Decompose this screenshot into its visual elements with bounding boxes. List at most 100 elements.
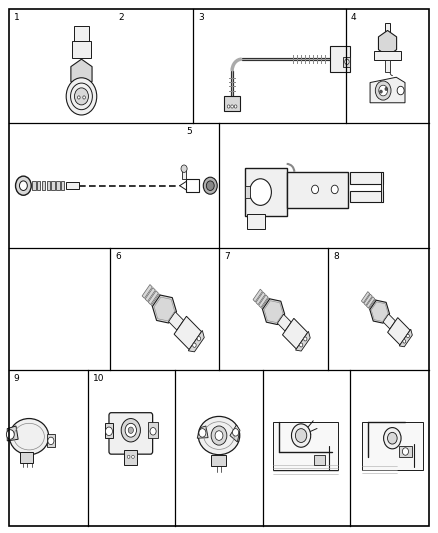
Polygon shape	[151, 294, 162, 308]
Circle shape	[379, 85, 388, 96]
Polygon shape	[261, 298, 271, 311]
Bar	[362, 422, 423, 470]
Polygon shape	[148, 291, 159, 304]
Polygon shape	[374, 304, 382, 316]
Bar	[224, 96, 240, 111]
Circle shape	[78, 96, 80, 99]
Circle shape	[132, 455, 134, 458]
Bar	[37, 181, 40, 190]
Bar	[77, 79, 86, 94]
Polygon shape	[370, 77, 405, 103]
Circle shape	[385, 87, 388, 91]
Text: 10: 10	[93, 374, 105, 383]
Circle shape	[66, 78, 97, 115]
Bar	[245, 168, 287, 216]
Text: 7: 7	[224, 252, 230, 261]
Bar	[51, 181, 55, 190]
Bar	[374, 51, 401, 60]
Circle shape	[304, 337, 307, 341]
Bar	[247, 214, 265, 229]
Circle shape	[231, 105, 233, 108]
Bar	[72, 41, 91, 58]
Polygon shape	[157, 300, 168, 314]
Circle shape	[403, 448, 409, 455]
Circle shape	[227, 105, 230, 108]
Bar	[148, 422, 158, 438]
Circle shape	[127, 455, 130, 458]
Circle shape	[345, 59, 349, 64]
Circle shape	[215, 431, 223, 440]
Bar	[46, 434, 55, 447]
Bar	[385, 23, 390, 34]
Bar	[399, 446, 412, 457]
Circle shape	[206, 181, 214, 190]
Circle shape	[106, 427, 113, 435]
Circle shape	[74, 88, 88, 105]
Bar	[314, 455, 325, 465]
Circle shape	[19, 181, 27, 190]
Polygon shape	[364, 294, 372, 305]
Text: 3: 3	[198, 13, 204, 22]
Bar	[46, 181, 50, 190]
Polygon shape	[388, 318, 410, 345]
Polygon shape	[253, 289, 262, 302]
Circle shape	[15, 176, 31, 195]
Circle shape	[125, 423, 137, 437]
Circle shape	[193, 343, 196, 348]
Text: 1: 1	[14, 13, 20, 22]
Bar	[385, 60, 390, 72]
Text: 6: 6	[115, 252, 121, 261]
Bar	[66, 182, 79, 189]
Bar	[245, 185, 251, 198]
Bar	[105, 423, 113, 438]
Polygon shape	[259, 295, 268, 308]
Bar	[32, 181, 35, 190]
Circle shape	[311, 185, 318, 193]
Polygon shape	[152, 295, 177, 323]
Polygon shape	[197, 426, 208, 438]
Circle shape	[197, 336, 201, 341]
Circle shape	[83, 96, 85, 99]
Polygon shape	[296, 332, 310, 351]
Bar	[350, 172, 383, 184]
Bar	[381, 172, 383, 201]
Circle shape	[397, 86, 404, 95]
FancyBboxPatch shape	[109, 413, 152, 454]
Polygon shape	[370, 300, 389, 323]
Circle shape	[403, 340, 406, 343]
Circle shape	[388, 432, 397, 444]
Polygon shape	[264, 301, 274, 313]
Bar	[61, 181, 64, 190]
Polygon shape	[169, 312, 184, 330]
Circle shape	[300, 343, 303, 347]
Bar	[211, 455, 226, 466]
Polygon shape	[283, 318, 307, 349]
Polygon shape	[277, 314, 291, 331]
Circle shape	[375, 81, 391, 100]
Text: 5: 5	[186, 127, 192, 136]
Bar	[56, 181, 60, 190]
Circle shape	[150, 427, 156, 435]
Circle shape	[295, 429, 307, 442]
Polygon shape	[367, 297, 375, 308]
Bar	[273, 422, 338, 470]
Circle shape	[203, 177, 217, 194]
Circle shape	[234, 105, 237, 108]
Circle shape	[128, 427, 134, 433]
Bar	[343, 56, 350, 67]
Circle shape	[233, 429, 239, 436]
Circle shape	[48, 437, 54, 445]
Polygon shape	[174, 316, 201, 350]
Polygon shape	[256, 292, 265, 305]
Circle shape	[7, 430, 14, 439]
Circle shape	[181, 165, 187, 172]
Polygon shape	[267, 304, 276, 316]
Polygon shape	[7, 426, 18, 441]
Polygon shape	[145, 288, 155, 302]
Text: 9: 9	[14, 374, 20, 383]
Polygon shape	[378, 30, 396, 56]
Polygon shape	[230, 425, 240, 442]
Bar	[350, 191, 383, 201]
Circle shape	[71, 83, 92, 110]
Polygon shape	[399, 329, 412, 347]
